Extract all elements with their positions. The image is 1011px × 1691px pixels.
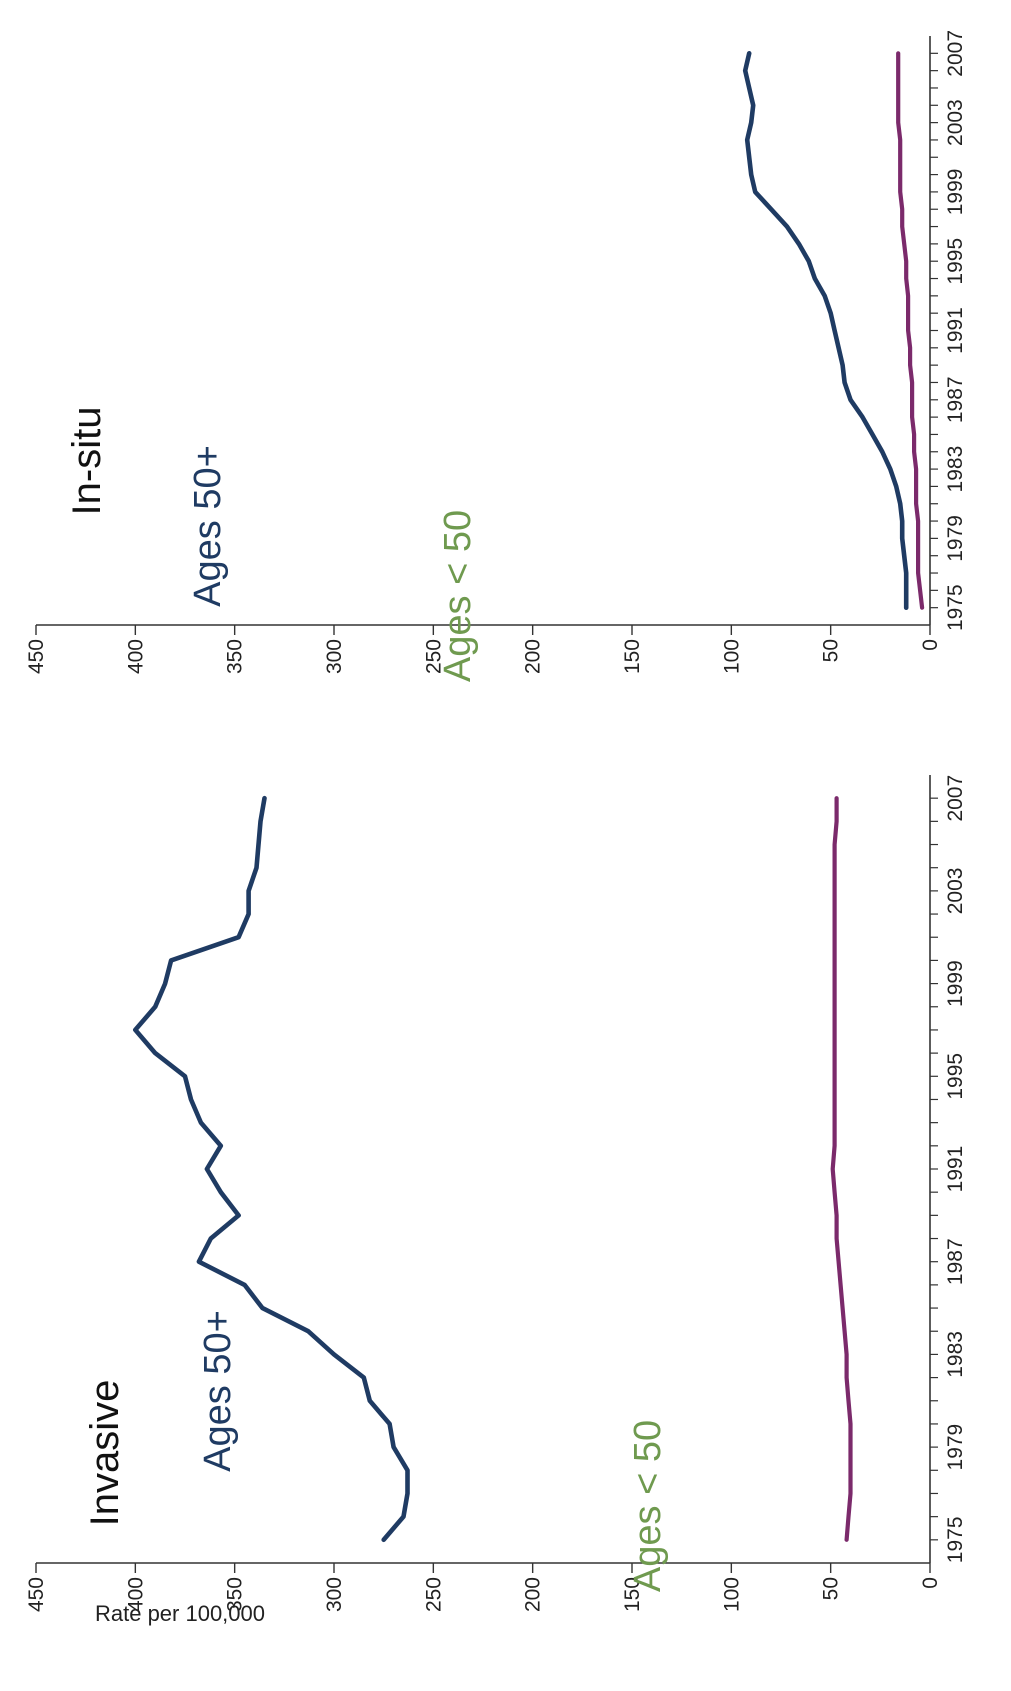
value-tick-label: 0 — [919, 639, 942, 651]
value-tick-label: 50 — [820, 1577, 843, 1600]
value-tick-label: 350 — [224, 1577, 247, 1612]
year-tick-label: 1975 — [944, 584, 967, 631]
series-label-ages-under-50: Ages < 50 — [437, 510, 479, 682]
value-tick-label: 450 — [25, 1577, 48, 1612]
year-tick-label: 1995 — [944, 1053, 967, 1100]
year-tick-label: 1999 — [944, 960, 967, 1007]
year-tick-label: 2007 — [944, 30, 967, 77]
value-tick-label: 400 — [124, 1577, 147, 1612]
value-tick-label: 250 — [422, 639, 445, 674]
value-tick-label: 300 — [323, 1577, 346, 1612]
panel-title-invasive: Invasive — [83, 1380, 127, 1527]
year-tick-label: 1983 — [944, 1331, 967, 1378]
series-line-ages-50plus — [133, 795, 410, 1543]
value-tick-label: 50 — [820, 639, 843, 662]
value-tick-label: 350 — [224, 639, 247, 674]
year-tick-label: 1991 — [944, 1146, 967, 1193]
year-tick-label: 1975 — [944, 1516, 967, 1563]
series-line-ages-50plus — [742, 50, 909, 610]
series-line-ages-under-50 — [830, 796, 853, 1542]
axes-invasive: 0 50 100 150 200 250 300 350 400 450 1975 1979 1983 1… — [25, 775, 967, 1612]
value-tick-label: 450 — [25, 639, 48, 674]
axes-in-situ: 0 50 100 150 200 250 300 350 400 450 1975 1979 1983 1… — [25, 30, 967, 674]
series-lines-invasive — [133, 795, 853, 1543]
year-tick-label: 1987 — [944, 1238, 967, 1285]
series-label-ages-under-50: Ages < 50 — [627, 1420, 669, 1592]
value-tick-label: 0 — [919, 1577, 942, 1589]
year-tick-label: 2003 — [944, 868, 967, 915]
year-tick-label: 2007 — [944, 775, 967, 822]
year-tick-label: 1983 — [944, 446, 967, 493]
series-label-ages-50plus: Ages 50+ — [197, 1310, 239, 1472]
year-tick-label: 1979 — [944, 1424, 967, 1471]
year-tick-label: 1987 — [944, 376, 967, 423]
value-tick-label: 150 — [621, 639, 644, 674]
panel-invasive: Invasive 0 50 100 150 200 250 300 350 400 450 1975… — [25, 775, 967, 1612]
value-tick-label: 300 — [323, 639, 346, 674]
year-tick-label: 1991 — [944, 307, 967, 354]
y-axis-title: Rate per 100,000 — [95, 1601, 265, 1626]
series-label-ages-50plus: Ages 50+ — [187, 445, 229, 607]
year-tick-label: 2003 — [944, 99, 967, 146]
year-tick-label: 1999 — [944, 169, 967, 216]
year-tick-label: 1995 — [944, 238, 967, 285]
series-lines-in-situ — [742, 50, 925, 610]
series-line-ages-under-50 — [896, 51, 925, 610]
value-tick-label: 150 — [621, 1577, 644, 1612]
value-tick-label: 400 — [124, 639, 147, 674]
value-tick-label: 200 — [522, 639, 545, 674]
value-tick-label: 250 — [422, 1577, 445, 1612]
value-tick-label: 200 — [522, 1577, 545, 1612]
panel-title-in-situ: In-situ — [65, 407, 109, 516]
panel-in-situ: In-situ 0 50 100 150 200 250 300 350 400 450 1975 1… — [25, 30, 967, 682]
value-tick-label: 100 — [720, 639, 743, 674]
year-tick-label: 1979 — [944, 515, 967, 562]
value-tick-label: 100 — [720, 1577, 743, 1612]
